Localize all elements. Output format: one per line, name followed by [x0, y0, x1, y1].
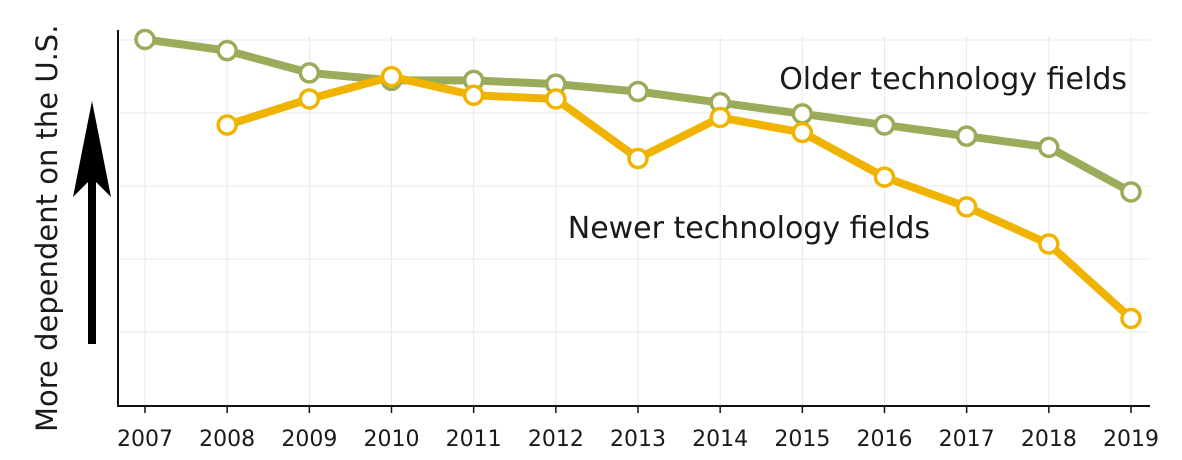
x-tick-label: 2008: [199, 427, 255, 452]
data-point: [955, 196, 978, 218]
series-line: [223, 72, 1135, 323]
x-tick-label: 2017: [939, 427, 995, 452]
series-group: [134, 28, 1142, 203]
data-point: [791, 103, 814, 125]
series-group: [216, 65, 1142, 330]
series-label: Older technology fields: [779, 62, 1127, 97]
x-tick-label: 2018: [1021, 427, 1077, 452]
data-point: [627, 147, 649, 170]
x-tick-labels: 2007 2008 2009 2010 2011 2012 2013 2014 2015 2016…: [117, 406, 1159, 452]
x-tick-label: 2015: [774, 427, 830, 452]
data-point: [955, 125, 978, 147]
data-point: [627, 80, 649, 103]
data-point: [873, 114, 896, 136]
axes: [117, 30, 1150, 407]
x-tick-label: 2014: [692, 427, 748, 452]
data-point: [298, 62, 321, 84]
x-tick-label: 2016: [857, 427, 913, 452]
data-point: [791, 121, 814, 144]
data-point: [709, 106, 731, 129]
x-tick-label: 2012: [528, 427, 584, 452]
arrow-up-icon: [73, 101, 111, 344]
data-point: [1038, 233, 1060, 255]
x-tick-label: 2019: [1103, 427, 1159, 452]
data-point: [298, 88, 321, 110]
data-point: [216, 39, 238, 62]
x-tick-label: 2009: [281, 427, 337, 452]
x-tick-label: 2010: [364, 427, 420, 452]
data-point: [216, 114, 238, 136]
data-point: [1120, 307, 1142, 330]
data-point: [1120, 181, 1142, 203]
x-tick-label: 2007: [117, 427, 173, 452]
x-tick-label: 2011: [446, 427, 502, 452]
data-point: [545, 88, 567, 110]
data-point: [134, 28, 156, 51]
series-label: Newer technology fields: [568, 211, 930, 246]
data-point: [380, 65, 403, 88]
y-axis-label: More dependent on the U.S.: [30, 25, 64, 432]
x-tick-label: 2013: [610, 427, 666, 452]
y-axis-arrow: [73, 101, 111, 344]
series: [134, 28, 1142, 330]
series-labels: Older technology fields Newer technology …: [568, 62, 1127, 246]
data-point: [873, 166, 896, 188]
data-point: [462, 84, 485, 106]
data-point: [1038, 136, 1060, 159]
